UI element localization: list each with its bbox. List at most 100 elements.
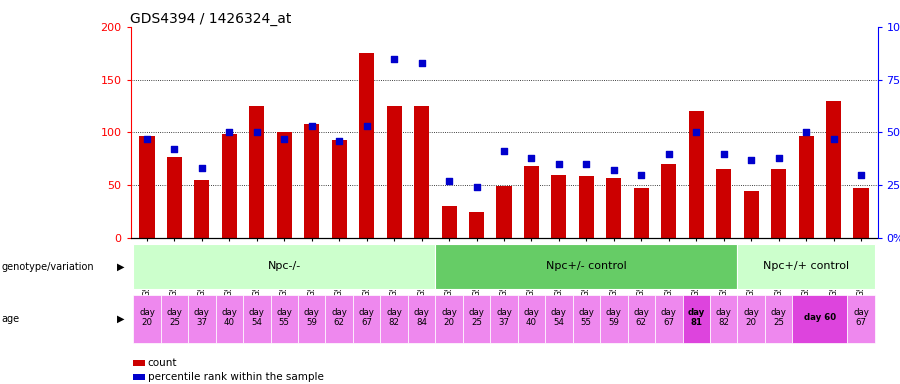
Point bbox=[304, 123, 319, 129]
Point bbox=[497, 149, 511, 155]
Text: ▶: ▶ bbox=[117, 262, 124, 272]
Text: day
25: day 25 bbox=[166, 308, 183, 327]
Point bbox=[580, 161, 594, 167]
Bar bbox=[545, 295, 572, 343]
Bar bbox=[332, 140, 347, 238]
Point bbox=[387, 55, 401, 61]
Text: day
40: day 40 bbox=[221, 308, 238, 327]
Bar bbox=[634, 189, 649, 238]
Text: day
59: day 59 bbox=[304, 308, 320, 327]
Point bbox=[442, 178, 456, 184]
Bar bbox=[716, 169, 732, 238]
Point bbox=[662, 151, 676, 157]
Bar bbox=[792, 295, 847, 343]
Text: day
67: day 67 bbox=[359, 308, 374, 327]
Text: day
82: day 82 bbox=[386, 308, 402, 327]
Point bbox=[854, 172, 868, 178]
Bar bbox=[161, 295, 188, 343]
Text: day
25: day 25 bbox=[469, 308, 484, 327]
Bar bbox=[688, 111, 704, 238]
Bar bbox=[133, 295, 161, 343]
Bar bbox=[133, 245, 436, 290]
Text: day
84: day 84 bbox=[414, 308, 429, 327]
Bar bbox=[627, 295, 655, 343]
Text: day
25: day 25 bbox=[770, 308, 787, 327]
Bar bbox=[682, 295, 710, 343]
Text: day
55: day 55 bbox=[276, 308, 292, 327]
Text: genotype/variation: genotype/variation bbox=[2, 262, 94, 272]
Point bbox=[607, 167, 621, 174]
Point bbox=[799, 129, 814, 136]
Point bbox=[634, 172, 649, 178]
Bar bbox=[249, 106, 265, 238]
Bar bbox=[353, 295, 381, 343]
Text: day 60: day 60 bbox=[804, 313, 836, 322]
Point bbox=[552, 161, 566, 167]
Bar bbox=[771, 169, 787, 238]
Point bbox=[744, 157, 759, 163]
Text: age: age bbox=[2, 314, 20, 324]
Bar bbox=[737, 295, 765, 343]
Bar bbox=[442, 207, 456, 238]
Bar bbox=[826, 101, 842, 238]
Bar bbox=[276, 132, 292, 238]
Bar bbox=[853, 189, 868, 238]
Text: day
54: day 54 bbox=[249, 308, 265, 327]
Bar bbox=[414, 106, 429, 238]
Text: day
81: day 81 bbox=[688, 308, 705, 327]
Bar bbox=[216, 295, 243, 343]
Text: day
67: day 67 bbox=[853, 308, 869, 327]
Text: day
62: day 62 bbox=[331, 308, 347, 327]
Point bbox=[194, 165, 209, 171]
Bar bbox=[518, 295, 545, 343]
Bar bbox=[737, 245, 875, 290]
Bar bbox=[662, 164, 676, 238]
Text: ▶: ▶ bbox=[117, 314, 124, 324]
Bar bbox=[221, 134, 237, 238]
Text: day
20: day 20 bbox=[139, 308, 155, 327]
Bar bbox=[188, 295, 216, 343]
Point bbox=[826, 136, 841, 142]
Point bbox=[277, 136, 292, 142]
Text: day
54: day 54 bbox=[551, 308, 567, 327]
Bar bbox=[243, 295, 271, 343]
Text: day
37: day 37 bbox=[194, 308, 210, 327]
Text: day
59: day 59 bbox=[606, 308, 622, 327]
Text: percentile rank within the sample: percentile rank within the sample bbox=[148, 372, 323, 382]
Text: day
20: day 20 bbox=[743, 308, 759, 327]
Point bbox=[414, 60, 428, 66]
Bar bbox=[463, 295, 491, 343]
Bar bbox=[326, 295, 353, 343]
Bar bbox=[298, 295, 326, 343]
Bar bbox=[436, 295, 463, 343]
Bar bbox=[765, 295, 792, 343]
Bar bbox=[194, 180, 210, 238]
Bar bbox=[387, 106, 401, 238]
Text: day
55: day 55 bbox=[579, 308, 594, 327]
Bar bbox=[304, 124, 320, 238]
Point bbox=[771, 155, 786, 161]
Bar bbox=[572, 295, 600, 343]
Bar bbox=[436, 245, 737, 290]
Point bbox=[359, 123, 374, 129]
Bar bbox=[524, 166, 539, 238]
Bar bbox=[166, 157, 182, 238]
Bar bbox=[607, 178, 621, 238]
Bar bbox=[140, 136, 155, 238]
Point bbox=[249, 129, 264, 136]
Point bbox=[716, 151, 731, 157]
Bar bbox=[552, 175, 566, 238]
Bar bbox=[655, 295, 682, 343]
Text: day
37: day 37 bbox=[496, 308, 512, 327]
Text: day
40: day 40 bbox=[524, 308, 539, 327]
Bar bbox=[798, 136, 814, 238]
Bar bbox=[743, 190, 759, 238]
Point bbox=[222, 129, 237, 136]
Text: count: count bbox=[148, 358, 177, 368]
Text: Npc-/-: Npc-/- bbox=[267, 261, 301, 271]
Text: day
20: day 20 bbox=[441, 308, 457, 327]
Text: Npc+/+ control: Npc+/+ control bbox=[763, 261, 850, 271]
Point bbox=[167, 146, 182, 152]
Point bbox=[332, 138, 347, 144]
Point bbox=[525, 155, 539, 161]
